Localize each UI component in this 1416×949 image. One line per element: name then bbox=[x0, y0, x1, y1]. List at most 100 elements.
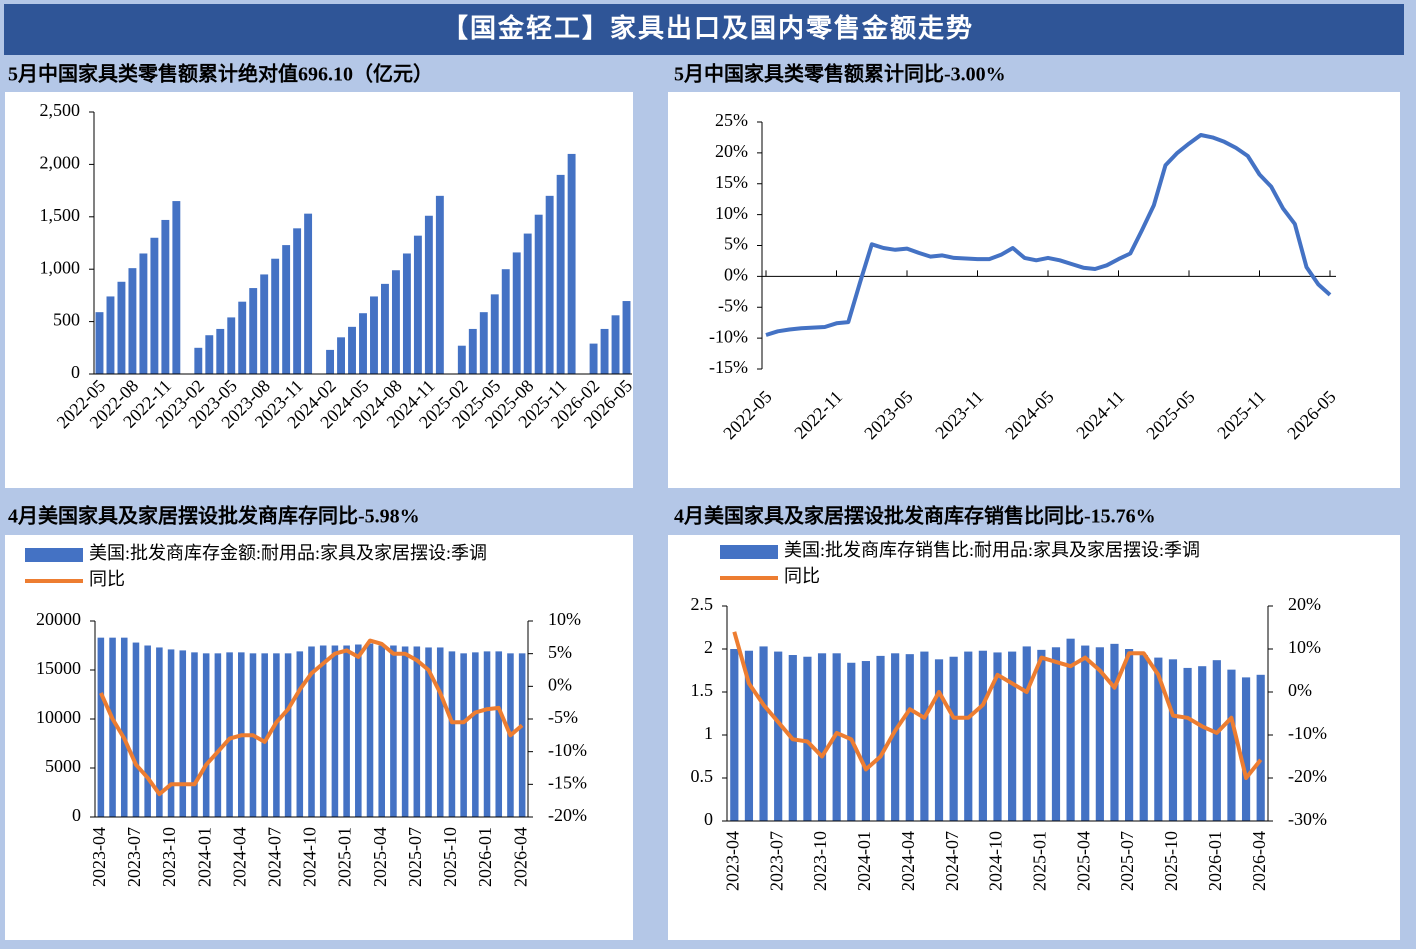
y-tick-label: -15% bbox=[709, 357, 748, 377]
bar bbox=[861, 661, 870, 821]
bar bbox=[238, 301, 247, 374]
panel-title: 4月美国家具及家居摆设批发商库存销售比同比-15.76% bbox=[674, 504, 1156, 528]
bar bbox=[891, 653, 900, 821]
x-tick-label: 2025-04 bbox=[1073, 831, 1093, 891]
bar bbox=[501, 269, 510, 374]
bar bbox=[194, 347, 203, 374]
bar bbox=[1022, 646, 1031, 821]
bar bbox=[1051, 647, 1061, 821]
bar bbox=[479, 312, 488, 374]
bar bbox=[920, 651, 929, 821]
bar bbox=[370, 296, 378, 374]
bar bbox=[774, 651, 783, 821]
bar bbox=[355, 644, 362, 817]
bar bbox=[1095, 647, 1104, 821]
bar bbox=[534, 214, 543, 374]
bar bbox=[359, 313, 367, 374]
panel-title: 4月美国家具及家居摆设批发商库存同比-5.98% bbox=[8, 504, 420, 528]
bar bbox=[1154, 657, 1163, 821]
x-tick-label: 2025-01 bbox=[335, 827, 355, 887]
bar bbox=[567, 153, 576, 374]
y-tick-label: 1,500 bbox=[40, 205, 81, 225]
bar bbox=[495, 651, 503, 817]
bar bbox=[337, 337, 345, 374]
x-tick-label: 2023-07 bbox=[766, 831, 786, 891]
y-tick-label: 1.5 bbox=[691, 680, 714, 700]
bar bbox=[472, 652, 479, 817]
y-tick-label: -30% bbox=[1288, 809, 1327, 829]
x-tick-label: 2024-01 bbox=[194, 827, 214, 887]
bar bbox=[273, 653, 280, 817]
bar bbox=[348, 326, 356, 374]
bar bbox=[139, 253, 148, 374]
bar bbox=[390, 645, 397, 817]
bar bbox=[271, 258, 280, 374]
bar bbox=[308, 646, 315, 817]
y-tick-label: 0 bbox=[72, 805, 81, 825]
bar bbox=[611, 315, 620, 374]
bar bbox=[964, 651, 973, 821]
panel-title: 5月中国家具类零售额累计同比-3.00% bbox=[674, 62, 1006, 86]
y-tick-label: 1,000 bbox=[40, 257, 81, 277]
x-tick-label: 2025-07 bbox=[1117, 831, 1137, 891]
bar bbox=[1241, 677, 1251, 821]
bar bbox=[97, 637, 105, 817]
bar bbox=[381, 283, 389, 374]
bar bbox=[128, 268, 137, 374]
bar bbox=[1168, 659, 1178, 821]
x-tick-label: 2024-07 bbox=[942, 831, 962, 891]
x-tick-label: 2026-01 bbox=[475, 827, 495, 887]
x-tick-label: 2023-04 bbox=[722, 831, 742, 891]
bar bbox=[556, 174, 565, 374]
y-tick-label: 0% bbox=[548, 674, 572, 694]
y-tick-label: 1 bbox=[704, 723, 713, 743]
x-tick-label: 2024-10 bbox=[300, 827, 320, 887]
title-bar bbox=[4, 4, 1404, 55]
bar bbox=[249, 288, 258, 374]
y-tick-label: 15000 bbox=[36, 658, 81, 678]
y-tick-label: 25% bbox=[715, 110, 748, 130]
x-tick-label: 2024-04 bbox=[229, 827, 249, 887]
legend-label: 美国:批发商库存金额:耐用品:家具及家居摆设:季调 bbox=[89, 543, 487, 563]
y-tick-label: 5000 bbox=[45, 756, 81, 776]
bar bbox=[401, 646, 409, 817]
bar bbox=[424, 215, 433, 374]
line bbox=[765, 133, 1332, 337]
bar bbox=[483, 651, 491, 817]
bar bbox=[1212, 660, 1221, 821]
bar bbox=[167, 649, 175, 817]
y-tick-label: -15% bbox=[548, 772, 587, 792]
y-tick-label: 10000 bbox=[36, 707, 81, 727]
bar bbox=[448, 651, 456, 817]
y-tick-label: -5% bbox=[548, 707, 578, 727]
bar bbox=[413, 235, 422, 374]
bar bbox=[1183, 667, 1192, 821]
bar bbox=[391, 270, 400, 374]
bar bbox=[214, 653, 222, 817]
bar bbox=[523, 233, 532, 374]
bar bbox=[319, 645, 327, 817]
y-tick-label: 10% bbox=[1288, 637, 1321, 657]
y-tick-label: 20000 bbox=[36, 609, 81, 629]
bar bbox=[261, 653, 268, 817]
bar bbox=[331, 645, 339, 817]
x-tick-label: 2023-10 bbox=[159, 827, 179, 887]
bar bbox=[1066, 638, 1075, 821]
x-tick-label: 2024-01 bbox=[854, 831, 874, 891]
x-tick-label: 2023-07 bbox=[124, 827, 144, 887]
bar bbox=[216, 328, 225, 374]
bar bbox=[876, 655, 885, 821]
bar bbox=[284, 653, 292, 817]
bar bbox=[293, 228, 302, 374]
y-tick-label: -20% bbox=[1288, 766, 1327, 786]
y-tick-label: 20% bbox=[715, 141, 748, 161]
x-tick-label: 2026-04 bbox=[510, 827, 530, 887]
bar bbox=[490, 294, 499, 374]
bar bbox=[759, 646, 768, 821]
bar bbox=[179, 650, 187, 817]
x-tick-label: 2026-04 bbox=[1249, 831, 1269, 891]
legend-label: 美国:批发商库存销售比:耐用品:家具及家居摆设:季调 bbox=[784, 540, 1200, 560]
bar bbox=[109, 637, 116, 817]
y-tick-label: 10% bbox=[715, 203, 748, 223]
